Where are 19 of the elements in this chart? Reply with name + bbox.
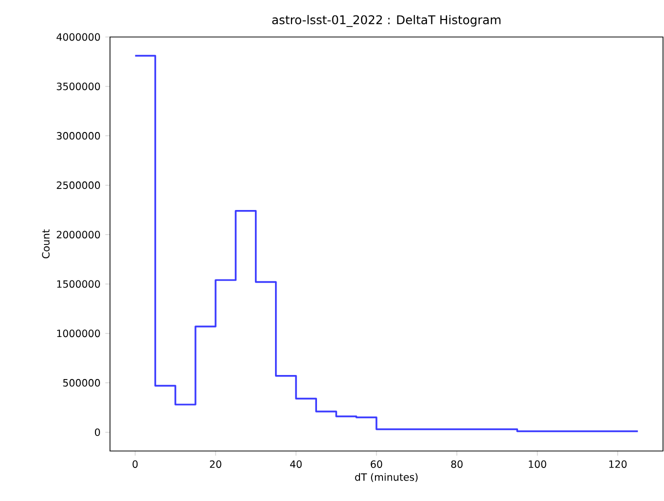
y-tick-label: 3000000 (56, 132, 100, 140)
y-tick-label: 1000000 (57, 330, 100, 338)
chart-title: astro-lsst-01_2022 : DeltaT Histogram (272, 15, 500, 27)
x-axis-title: dT (minutes) (355, 473, 418, 482)
y-tick-label: 500000 (63, 379, 100, 387)
y-tick-label: 2500000 (56, 181, 100, 189)
x-tick-label: 40 (290, 460, 302, 468)
y-tick-label: 4000000 (56, 33, 100, 41)
x-tick-label: 20 (210, 460, 222, 468)
x-tick-label: 60 (370, 460, 382, 468)
x-tick-label: 100 (528, 460, 546, 468)
y-tick-label: 1500000 (57, 280, 100, 288)
x-tick-label: 80 (451, 460, 463, 468)
x-tick-label: 0 (132, 460, 138, 468)
y-tick-label: 2000000 (56, 230, 100, 238)
x-tick-label: 120 (609, 460, 627, 468)
y-axis-title: Count (42, 229, 50, 258)
y-tick-label: 3500000 (56, 82, 100, 90)
y-tick-label: 0 (94, 428, 100, 436)
